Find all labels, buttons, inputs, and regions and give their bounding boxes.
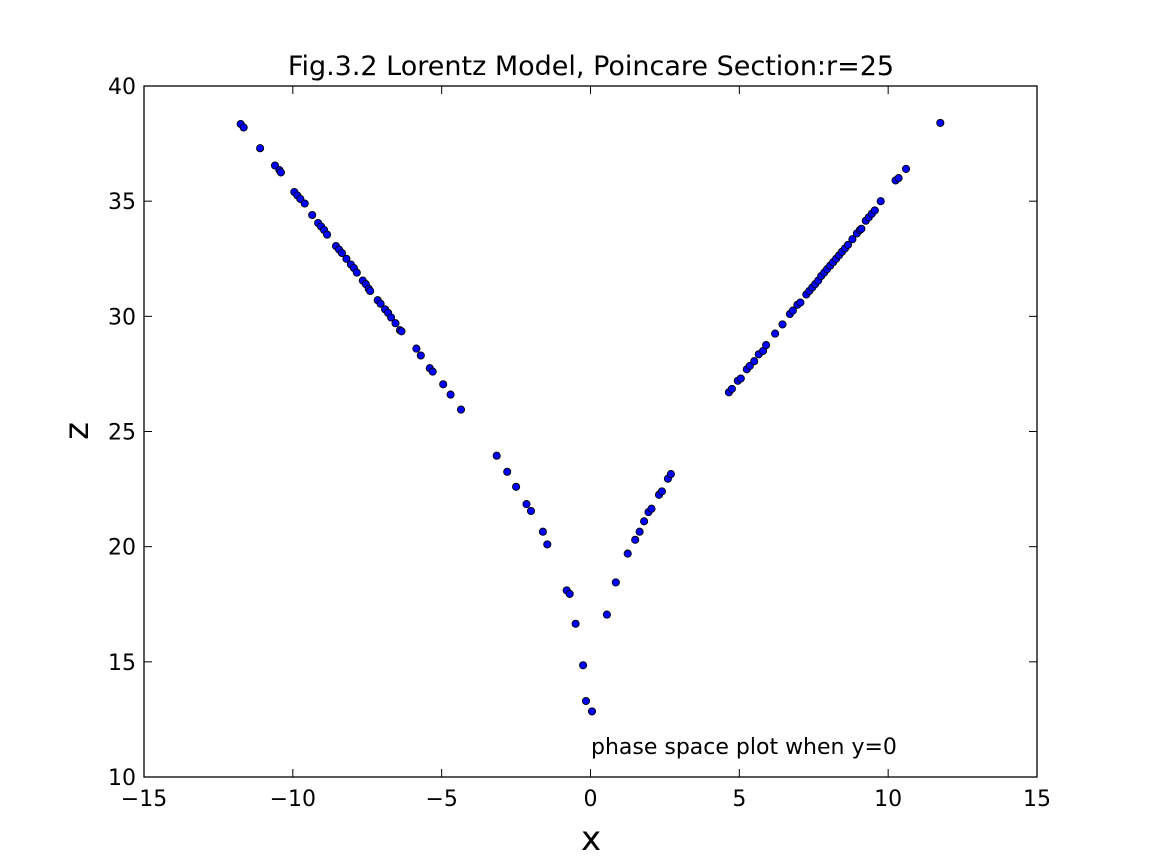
- data-point: [416, 351, 425, 360]
- x-axis-label: x: [581, 819, 601, 859]
- data-point: [579, 661, 588, 670]
- data-point: [391, 319, 400, 328]
- annotation-text: phase space plot when y=0: [591, 735, 897, 760]
- data-point: [788, 306, 797, 315]
- data-point: [762, 341, 771, 350]
- data-point: [587, 707, 597, 716]
- data-point: [843, 240, 853, 249]
- data-point: [543, 540, 552, 549]
- data-point: [342, 254, 351, 263]
- data-point: [778, 320, 787, 329]
- x-tick-label: −10: [270, 787, 316, 812]
- data-point: [602, 610, 611, 619]
- data-point: [352, 268, 361, 277]
- data-point: [256, 144, 265, 153]
- x-tick-label: 15: [1023, 787, 1051, 812]
- data-point: [565, 589, 574, 598]
- data-point: [571, 619, 580, 628]
- data-point: [666, 470, 675, 479]
- data-point: [581, 696, 591, 706]
- x-tick-label: −15: [121, 787, 167, 812]
- x-tick-label: 10: [874, 787, 902, 812]
- y-tick-label: 30: [108, 305, 136, 330]
- y-tick-label: 20: [108, 536, 136, 561]
- data-point: [239, 123, 248, 132]
- data-point: [771, 329, 780, 338]
- data-point: [870, 206, 879, 215]
- data-point: [901, 164, 911, 173]
- data-point: [522, 500, 531, 509]
- chart-title: Fig.3.2 Lorentz Model, Poincare Section:…: [288, 51, 894, 82]
- data-point: [657, 487, 666, 496]
- data-point: [492, 451, 501, 460]
- data-point: [894, 174, 903, 183]
- data-point: [512, 482, 521, 491]
- data-point: [376, 299, 385, 308]
- data-point: [412, 344, 421, 353]
- data-point: [623, 549, 632, 558]
- data-points: [236, 118, 945, 716]
- data-point: [611, 578, 620, 587]
- data-point: [323, 230, 332, 239]
- data-point: [428, 367, 437, 376]
- data-point: [848, 235, 857, 244]
- y-tick-label: 15: [108, 651, 136, 676]
- y-tick-label: 10: [108, 766, 136, 791]
- data-point: [337, 248, 346, 258]
- data-point: [439, 380, 448, 389]
- y-tick-label: 35: [108, 190, 136, 215]
- data-point: [526, 506, 536, 516]
- data-point: [538, 527, 547, 536]
- data-point: [796, 298, 805, 307]
- x-tick-label: −5: [425, 787, 457, 812]
- y-tick-label: 40: [108, 75, 136, 100]
- data-point: [308, 210, 317, 220]
- data-point: [736, 374, 745, 383]
- data-point: [936, 118, 945, 127]
- data-point: [300, 199, 309, 208]
- data-point: [387, 313, 396, 322]
- data-point: [635, 527, 644, 536]
- x-tick-label: 5: [732, 787, 746, 812]
- data-point: [446, 390, 455, 399]
- axis-ticks: −15 −10 −5 0 5 10 15 10 15 20 25 30 35 40: [108, 75, 1051, 812]
- data-point: [647, 504, 656, 513]
- data-point: [640, 517, 649, 526]
- y-axis-label: z: [57, 422, 97, 440]
- data-point: [631, 535, 640, 544]
- x-tick-label: 0: [584, 787, 598, 812]
- data-point: [503, 467, 512, 476]
- data-point: [456, 405, 466, 414]
- data-point: [366, 286, 375, 296]
- data-point: [750, 357, 759, 366]
- data-point: [397, 327, 406, 336]
- y-tick-label: 25: [108, 421, 136, 446]
- data-point: [857, 224, 866, 233]
- data-point: [727, 384, 736, 393]
- data-point: [276, 168, 285, 177]
- data-point: [876, 197, 885, 206]
